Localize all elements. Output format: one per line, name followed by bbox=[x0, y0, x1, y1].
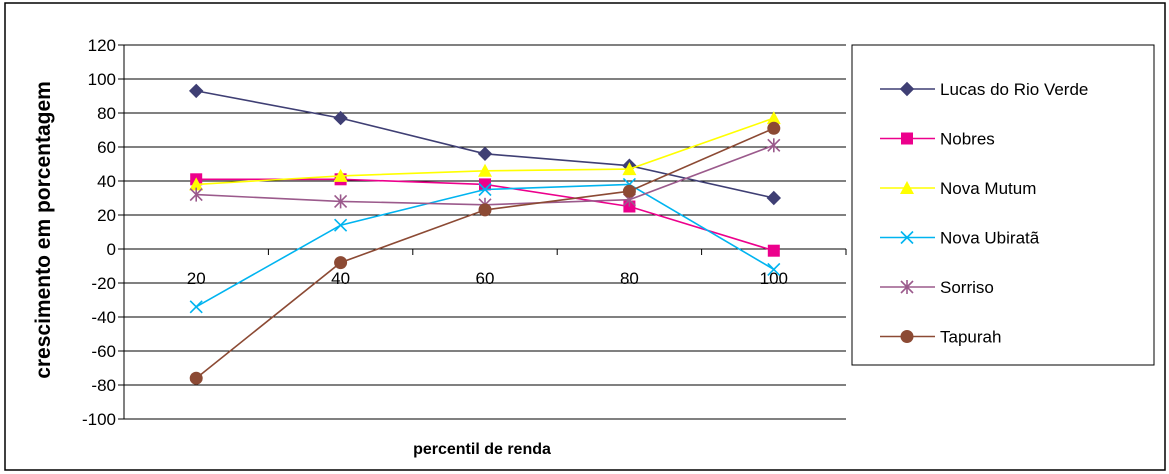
data-point bbox=[622, 162, 637, 176]
y-tick-label: 40 bbox=[97, 172, 116, 191]
series-2 bbox=[189, 111, 781, 191]
data-point bbox=[334, 194, 348, 209]
data-point bbox=[334, 218, 348, 232]
legend-marker bbox=[900, 181, 914, 194]
legend-box bbox=[851, 44, 1155, 366]
x-axis-title: percentil de renda bbox=[413, 441, 551, 458]
x-tick-labels: 20 40 60 80 100 bbox=[187, 269, 788, 288]
legend-marker bbox=[900, 330, 914, 343]
legend-entry: Nova Mutum bbox=[880, 179, 1036, 198]
data-point bbox=[333, 110, 348, 126]
legend-entry: Tapurah bbox=[880, 328, 1001, 347]
data-point bbox=[767, 121, 781, 135]
legend-label: Nobres bbox=[940, 130, 995, 149]
legend: Lucas do Rio Verde Nobres Nova Mutum Nova U… bbox=[880, 80, 1088, 347]
legend-marker bbox=[899, 81, 915, 97]
y-tick-label: -20 bbox=[91, 274, 116, 293]
data-point bbox=[767, 262, 781, 276]
legend-marker bbox=[900, 280, 914, 294]
data-point bbox=[189, 300, 203, 314]
data-point bbox=[188, 83, 204, 99]
x-tick-label: 40 bbox=[331, 269, 350, 288]
y-tick-label: 100 bbox=[88, 70, 116, 89]
legend-marker bbox=[901, 132, 913, 145]
data-point bbox=[767, 244, 780, 257]
x-tick-label: 20 bbox=[187, 269, 206, 288]
legend-label: Lucas do Rio Verde bbox=[940, 80, 1088, 99]
legend-marker bbox=[900, 230, 914, 245]
data-point bbox=[766, 111, 781, 125]
y-tick-label: 0 bbox=[107, 240, 116, 259]
gridlines bbox=[118, 44, 847, 420]
y-axis-title: crescimento em porcentagem bbox=[32, 81, 55, 379]
x-tick-label: 100 bbox=[760, 269, 788, 288]
y-tick-label: 60 bbox=[97, 138, 116, 157]
data-point bbox=[767, 138, 781, 153]
legend-entry: Lucas do Rio Verde bbox=[880, 80, 1088, 99]
data-point bbox=[189, 177, 204, 191]
legend-label: Sorriso bbox=[940, 278, 994, 297]
legend-entry: Nobres bbox=[880, 130, 995, 149]
data-point bbox=[333, 168, 348, 182]
data-point bbox=[478, 182, 492, 197]
series-lines bbox=[188, 83, 782, 385]
y-tick-label: 80 bbox=[97, 104, 116, 123]
y-tick-label: -60 bbox=[91, 342, 116, 361]
y-tick-label: -100 bbox=[82, 410, 116, 429]
data-point bbox=[622, 184, 636, 198]
y-tick-labels: 120 100 80 60 40 20 0 -20 -40 -60 -80 -100 bbox=[82, 36, 116, 429]
legend-label: Tapurah bbox=[940, 328, 1001, 347]
legend-entry: Sorriso bbox=[880, 278, 994, 297]
y-tick-label: 120 bbox=[88, 36, 116, 55]
legend-label: Nova Mutum bbox=[940, 179, 1036, 198]
y-tick-label: -80 bbox=[91, 376, 116, 395]
data-point bbox=[189, 187, 203, 202]
y-tick-label: -40 bbox=[91, 308, 116, 327]
data-point bbox=[478, 203, 492, 217]
x-tick-label: 80 bbox=[620, 269, 639, 288]
series-5 bbox=[189, 121, 781, 385]
data-point bbox=[334, 256, 348, 270]
legend-label: Nova Ubiratã bbox=[940, 229, 1040, 248]
data-point bbox=[478, 163, 492, 177]
y-tick-label: 20 bbox=[97, 206, 116, 225]
data-point bbox=[766, 190, 782, 206]
x-tick-label: 60 bbox=[476, 269, 495, 288]
data-point bbox=[477, 146, 493, 162]
data-point bbox=[189, 371, 203, 385]
legend-entry: Nova Ubiratã bbox=[880, 229, 1040, 248]
